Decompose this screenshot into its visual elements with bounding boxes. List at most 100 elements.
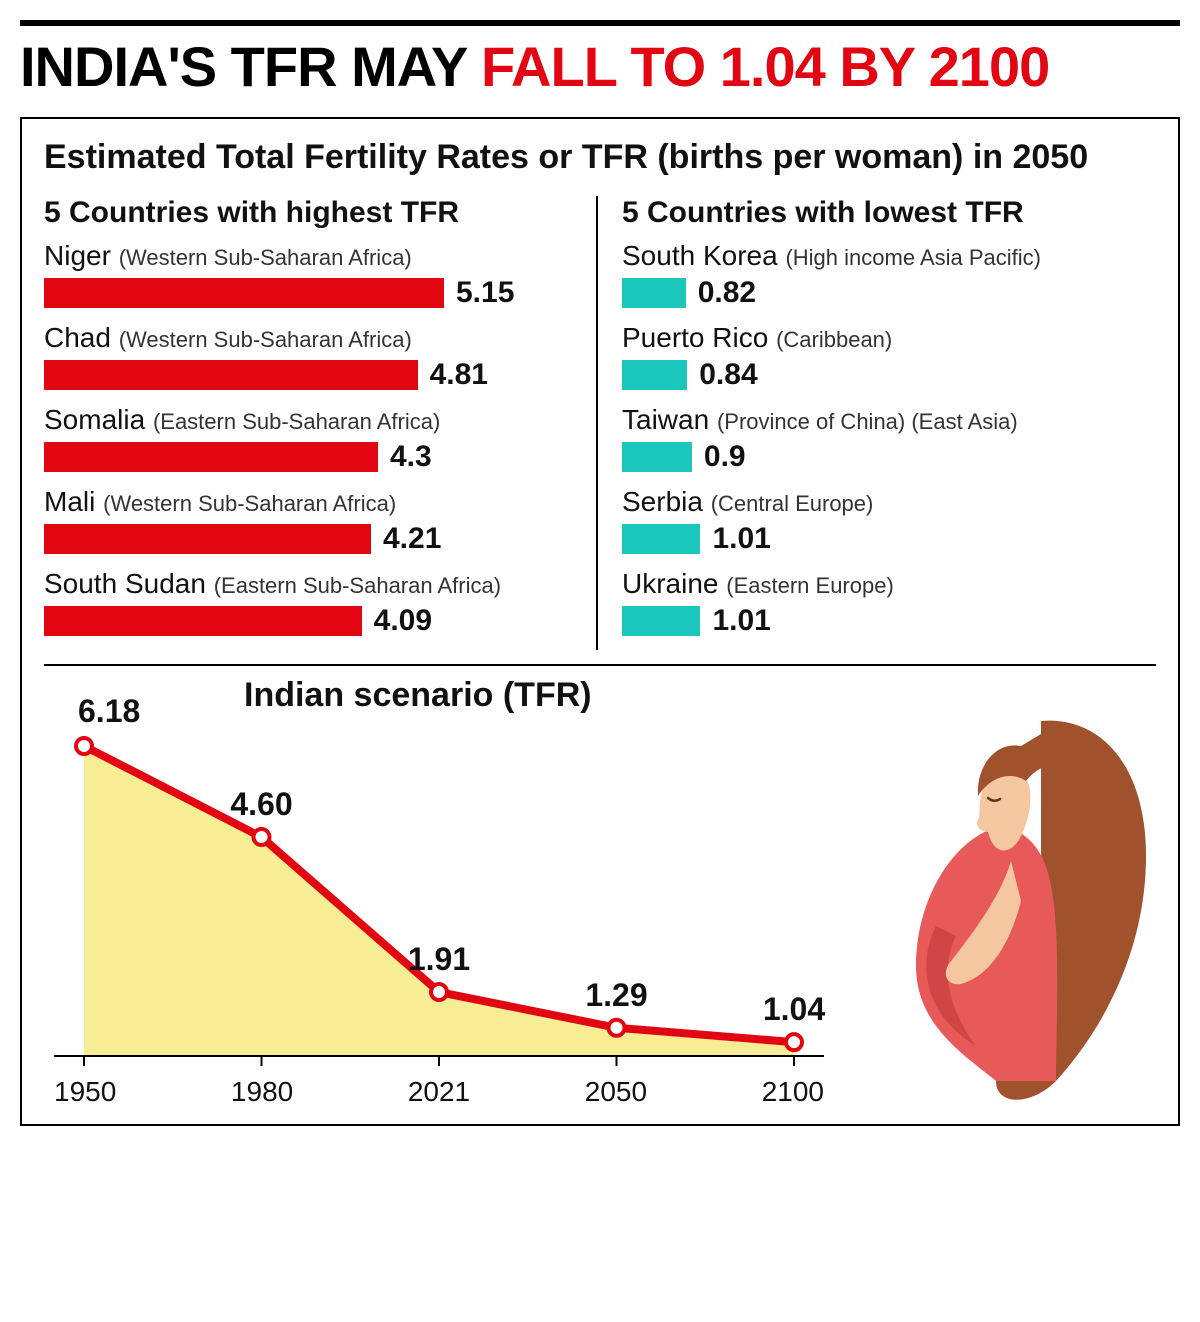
point-value-label: 1.91: [408, 942, 470, 978]
highest-bars: Niger (Western Sub-Saharan Africa) 5.15 Ch…: [44, 240, 578, 638]
country-label: South Sudan (Eastern Sub-Saharan Africa): [44, 568, 578, 600]
country-region: (Western Sub-Saharan Africa): [119, 327, 412, 352]
point-value-label: 1.29: [585, 977, 647, 1013]
data-marker: [431, 985, 447, 1001]
headline: INDIA'S TFR MAY FALL TO 1.04 BY 2100: [20, 20, 1180, 99]
lowest-title: 5 Countries with lowest TFR: [622, 196, 1156, 230]
country-region: (Western Sub-Saharan Africa): [103, 491, 396, 516]
x-axis-label: 2050: [585, 1076, 647, 1108]
bar-line: 4.09: [44, 604, 578, 638]
tfr-value: 4.81: [430, 358, 488, 392]
country-region: (Central Europe): [711, 491, 874, 516]
x-axis-label: 1980: [231, 1076, 293, 1108]
tfr-bar: [44, 442, 378, 472]
pregnant-woman-illustration: [846, 686, 1166, 1106]
bar-line: 4.3: [44, 440, 578, 474]
data-marker: [609, 1020, 625, 1036]
country-name: Somalia: [44, 404, 153, 435]
country-label: Mali (Western Sub-Saharan Africa): [44, 486, 578, 518]
tfr-bar: [622, 606, 700, 636]
tfr-value: 4.21: [383, 522, 441, 556]
lowest-column: 5 Countries with lowest TFR South Korea …: [622, 196, 1156, 650]
bar-line: 0.82: [622, 276, 1156, 310]
bar-line: 4.21: [44, 522, 578, 556]
highest-column: 5 Countries with highest TFR Niger (West…: [44, 196, 598, 650]
bar-line: 5.15: [44, 276, 578, 310]
tfr-bar: [44, 606, 362, 636]
tfr-bar: [622, 524, 700, 554]
country-region: (Eastern Sub-Saharan Africa): [214, 573, 501, 598]
country-row: South Korea (High income Asia Pacific) 0.…: [622, 240, 1156, 310]
tfr-value: 5.15: [456, 276, 514, 310]
country-label: Niger (Western Sub-Saharan Africa): [44, 240, 578, 272]
x-axis-label: 2100: [762, 1076, 824, 1108]
country-row: Niger (Western Sub-Saharan Africa) 5.15: [44, 240, 578, 310]
data-marker: [786, 1035, 802, 1051]
country-label: Chad (Western Sub-Saharan Africa): [44, 322, 578, 354]
tfr-value: 1.01: [712, 522, 770, 556]
data-marker: [76, 738, 92, 754]
country-label: Serbia (Central Europe): [622, 486, 1156, 518]
country-label: Puerto Rico (Caribbean): [622, 322, 1156, 354]
country-region: (Caribbean): [776, 327, 892, 352]
tfr-bar: [622, 278, 686, 308]
country-label: Ukraine (Eastern Europe): [622, 568, 1156, 600]
line-chart-xaxis: 1950 1980 2021 2050 2100: [44, 1076, 834, 1108]
country-region: (Province of China) (East Asia): [717, 409, 1018, 434]
tfr-bar: [44, 524, 371, 554]
tfr-bar: [44, 278, 444, 308]
country-region: (Eastern Europe): [726, 573, 894, 598]
highest-title: 5 Countries with highest TFR: [44, 196, 578, 230]
country-row: Serbia (Central Europe) 1.01: [622, 486, 1156, 556]
country-name: South Sudan: [44, 568, 214, 599]
country-row: Chad (Western Sub-Saharan Africa) 4.81: [44, 322, 578, 392]
country-name: Ukraine: [622, 568, 726, 599]
line-chart-section: Indian scenario (TFR) 6.184.601.911.291.…: [44, 676, 1156, 1116]
x-axis-label: 2021: [408, 1076, 470, 1108]
country-row: South Sudan (Eastern Sub-Saharan Africa)…: [44, 568, 578, 638]
country-row: Taiwan (Province of China) (East Asia) 0.…: [622, 404, 1156, 474]
x-axis-label: 1950: [54, 1076, 116, 1108]
country-name: Puerto Rico: [622, 322, 776, 353]
data-marker: [254, 830, 270, 846]
country-label: South Korea (High income Asia Pacific): [622, 240, 1156, 272]
country-row: Ukraine (Eastern Europe) 1.01: [622, 568, 1156, 638]
bar-line: 1.01: [622, 522, 1156, 556]
country-row: Mali (Western Sub-Saharan Africa) 4.21: [44, 486, 578, 556]
area-fill: [84, 746, 794, 1056]
country-region: (Western Sub-Saharan Africa): [119, 245, 412, 270]
tfr-value: 0.9: [704, 440, 746, 474]
country-name: Serbia: [622, 486, 711, 517]
tfr-value: 4.3: [390, 440, 432, 474]
bar-line: 4.81: [44, 358, 578, 392]
tfr-value: 0.84: [699, 358, 757, 392]
bar-line: 0.84: [622, 358, 1156, 392]
tfr-value: 4.09: [374, 604, 432, 638]
country-region: (High income Asia Pacific): [785, 245, 1041, 270]
tfr-bar: [44, 360, 418, 390]
country-label: Somalia (Eastern Sub-Saharan Africa): [44, 404, 578, 436]
headline-part2: FALL TO 1.04 BY 2100: [481, 35, 1049, 98]
headline-part1: INDIA'S TFR MAY: [20, 35, 481, 98]
line-chart-svg: 6.18 4.60 1.91 1.29 1.04: [44, 676, 834, 1076]
country-name: Taiwan: [622, 404, 717, 435]
subtitle: Estimated Total Fertility Rates or TFR (…: [44, 137, 1156, 178]
bar-line: 1.01: [622, 604, 1156, 638]
country-region: (Eastern Sub-Saharan Africa): [153, 409, 440, 434]
columns-container: 5 Countries with highest TFR Niger (West…: [44, 196, 1156, 666]
point-value-label: 1.04: [763, 992, 825, 1028]
country-row: Puerto Rico (Caribbean) 0.84: [622, 322, 1156, 392]
country-name: South Korea: [622, 240, 785, 271]
tfr-bar: [622, 442, 692, 472]
point-value-label: 6.18: [78, 693, 140, 729]
country-label: Taiwan (Province of China) (East Asia): [622, 404, 1156, 436]
point-value-label: 4.60: [230, 787, 292, 823]
tfr-value: 1.01: [712, 604, 770, 638]
main-panel: Estimated Total Fertility Rates or TFR (…: [20, 117, 1180, 1126]
tfr-bar: [622, 360, 687, 390]
tfr-value: 0.82: [698, 276, 756, 310]
country-name: Niger: [44, 240, 119, 271]
lowest-bars: South Korea (High income Asia Pacific) 0.…: [622, 240, 1156, 638]
country-row: Somalia (Eastern Sub-Saharan Africa) 4.3: [44, 404, 578, 474]
bar-line: 0.9: [622, 440, 1156, 474]
